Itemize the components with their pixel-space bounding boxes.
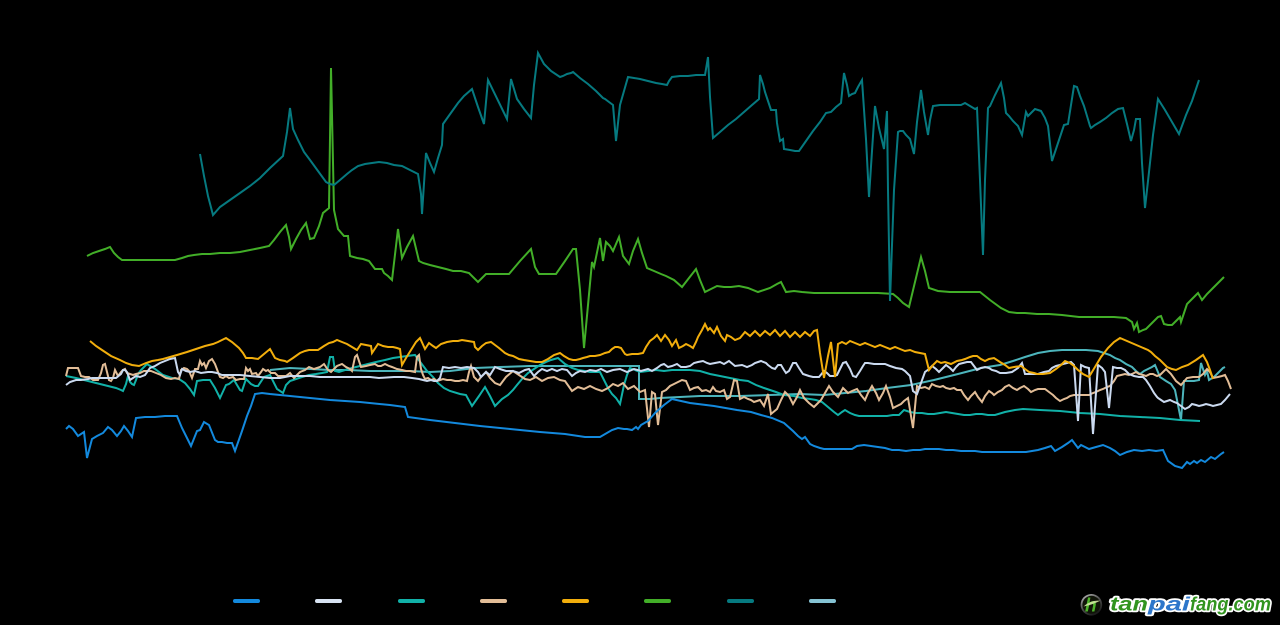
svg-text:fang.com: fang.com bbox=[1190, 595, 1271, 616]
svg-text:tan: tan bbox=[1110, 595, 1148, 616]
svg-text:pai: pai bbox=[1146, 595, 1191, 616]
